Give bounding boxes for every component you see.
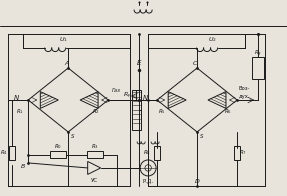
Text: $B$: $B$: [20, 162, 26, 170]
Text: E: E: [137, 60, 141, 66]
Text: S: S: [71, 134, 75, 140]
Bar: [252, 57, 264, 79]
Bar: [9, 146, 15, 160]
Text: $R_6$: $R_6$: [224, 108, 232, 116]
Text: Р.Д.: Р.Д.: [143, 178, 154, 183]
Text: Газ: Газ: [112, 87, 121, 93]
Text: дух: дух: [239, 93, 249, 99]
Text: N: N: [13, 95, 19, 101]
Text: $R_1$: $R_1$: [16, 108, 24, 116]
Bar: [234, 146, 240, 160]
Text: $R_3$: $R_3$: [91, 142, 99, 151]
Text: C: C: [193, 61, 197, 65]
Text: $R_p$: $R_p$: [123, 91, 132, 101]
Bar: [132, 90, 141, 130]
Bar: [50, 152, 66, 158]
Text: $U_1$: $U_1$: [59, 36, 68, 44]
Text: УС: УС: [91, 178, 98, 183]
Text: $R_0$: $R_0$: [54, 142, 62, 151]
Text: $U_2$: $U_2$: [208, 36, 216, 44]
Text: $R_7$: $R_7$: [239, 149, 247, 157]
Text: $R_8$: $R_8$: [143, 149, 151, 157]
Text: $R_2$: $R_2$: [92, 108, 100, 116]
Bar: [154, 146, 160, 160]
Text: N: N: [143, 95, 148, 101]
Text: $R_g$: $R_g$: [254, 49, 262, 59]
Text: S: S: [200, 134, 204, 140]
Text: A: A: [64, 61, 68, 65]
Text: $D$: $D$: [194, 177, 200, 185]
Text: $R_4$: $R_4$: [0, 149, 8, 157]
Text: $R_5$: $R_5$: [158, 108, 166, 116]
Bar: [87, 152, 103, 158]
Text: Воз-: Воз-: [238, 85, 250, 91]
